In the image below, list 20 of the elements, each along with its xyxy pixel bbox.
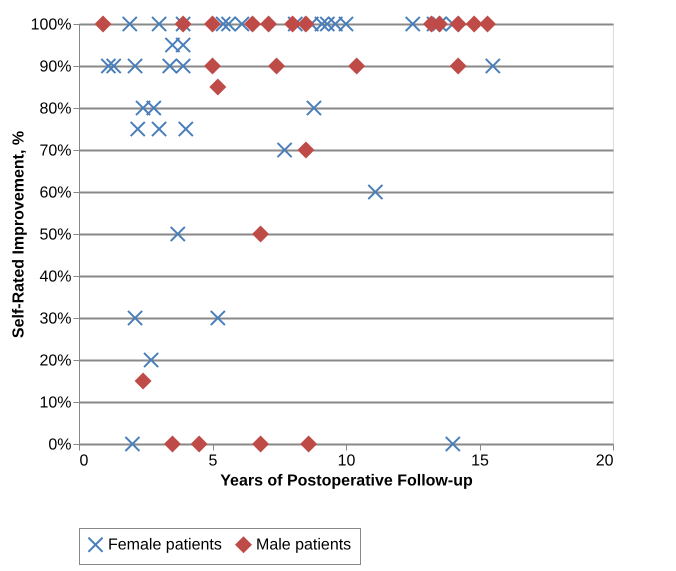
y-tick-label: 10% bbox=[39, 394, 72, 412]
y-tick-label: 20% bbox=[39, 352, 72, 370]
legend-label: Male patients bbox=[256, 536, 352, 554]
y-tick-label: 100% bbox=[30, 16, 72, 34]
y-axis-title: Self-Rated Improvement, % bbox=[10, 130, 28, 338]
y-tick-label: 90% bbox=[39, 58, 72, 76]
x-axis-title: Years of Postoperative Follow-up bbox=[220, 472, 473, 490]
x-tick-label: 15 bbox=[471, 452, 489, 470]
x-tick-label: 5 bbox=[208, 452, 218, 470]
y-tick-label: 40% bbox=[39, 268, 72, 286]
x-tick-label: 10 bbox=[338, 452, 356, 470]
x-tick-label: 20 bbox=[596, 452, 614, 470]
y-tick-label: 30% bbox=[39, 310, 72, 328]
y-tick-label: 0% bbox=[48, 436, 72, 454]
legend-label: Female patients bbox=[108, 536, 222, 554]
y-tick-label: 60% bbox=[39, 184, 72, 202]
y-tick-label: 70% bbox=[39, 142, 72, 160]
y-tick-label: 50% bbox=[39, 226, 72, 244]
x-tick-label: 0 bbox=[80, 452, 88, 470]
y-tick-label: 80% bbox=[39, 100, 72, 118]
